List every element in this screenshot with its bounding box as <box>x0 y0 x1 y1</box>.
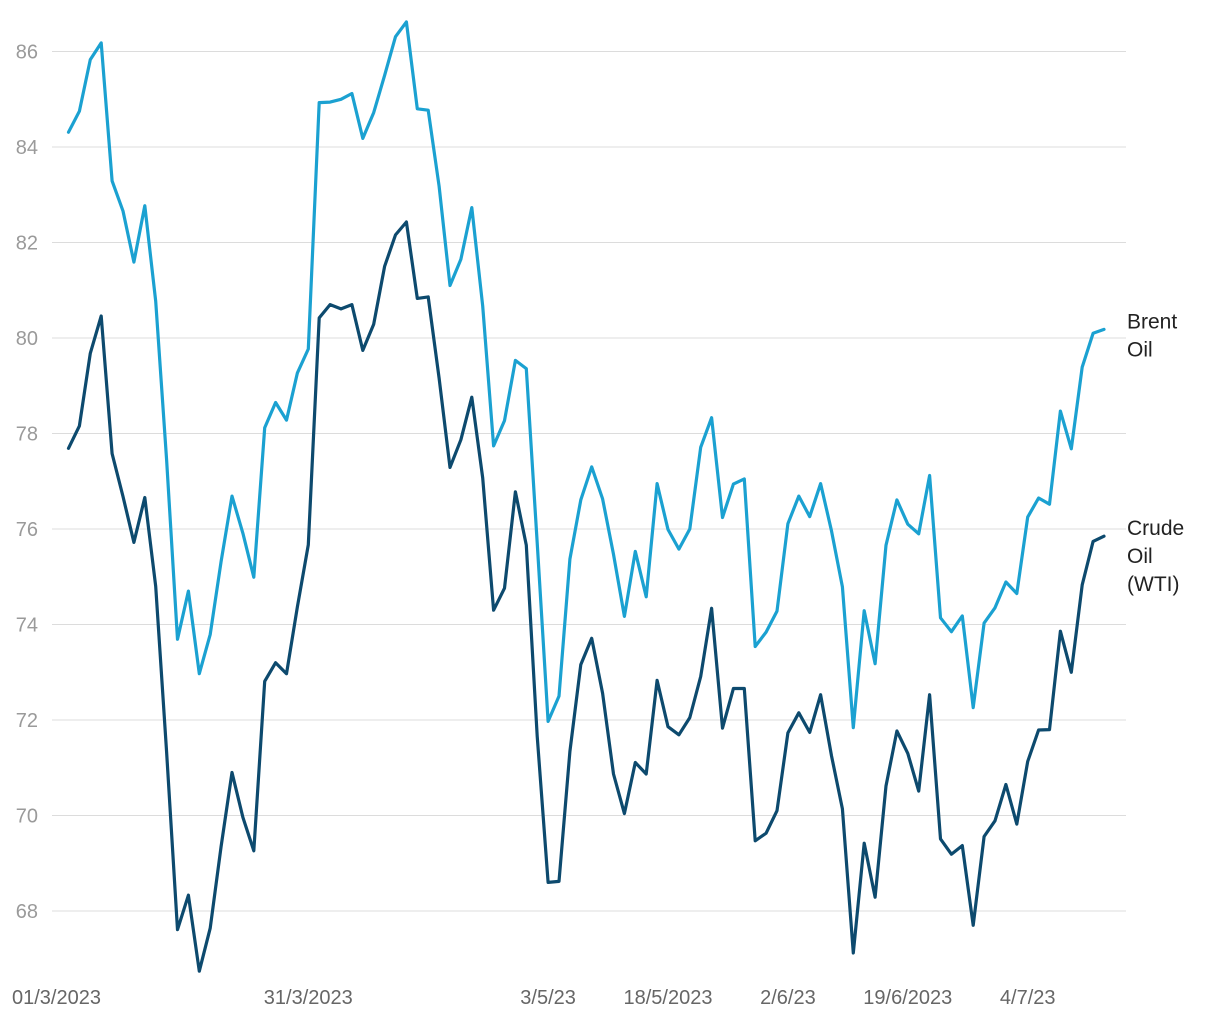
y-tick-label: 68 <box>16 901 38 923</box>
y-tick-label: 80 <box>16 328 38 350</box>
series-lines <box>66 20 1106 973</box>
x-tick-label: 3/5/23 <box>520 987 576 1009</box>
y-axis-ticks: 68 70 72 74 76 78 80 82 84 86 <box>16 42 38 924</box>
y-tick-label: 76 <box>16 519 38 541</box>
x-tick-label: 4/7/23 <box>1000 987 1056 1009</box>
x-tick-label: 18/5/2023 <box>624 987 713 1009</box>
series-label: Crude Oil (WTI) <box>1127 517 1184 596</box>
y-tick-label: 84 <box>16 137 38 159</box>
x-tick-label: 01/3/2023 <box>12 987 101 1009</box>
y-tick-label: 86 <box>16 42 38 64</box>
crude-oil-wti-line <box>66 220 1106 973</box>
x-tick-label: 2/6/23 <box>760 987 816 1009</box>
x-axis-ticks: 01/3/2023 31/3/2023 3/5/23 18/5/2023 2/6/23 1… <box>12 987 1056 1009</box>
brent-oil-line <box>66 20 1106 730</box>
series-label: Brent Oil <box>1127 310 1177 361</box>
x-tick-label: 31/3/2023 <box>264 987 353 1009</box>
y-tick-label: 74 <box>16 615 38 637</box>
y-tick-label: 70 <box>16 806 38 828</box>
series-legend: Brent Oil Crude Oil (WTI) <box>1127 310 1184 596</box>
gridlines <box>52 51 1126 912</box>
x-tick-label: 19/6/2023 <box>863 987 952 1009</box>
y-tick-label: 78 <box>16 424 38 446</box>
y-tick-label: 72 <box>16 710 38 732</box>
y-tick-label: 82 <box>16 233 38 255</box>
